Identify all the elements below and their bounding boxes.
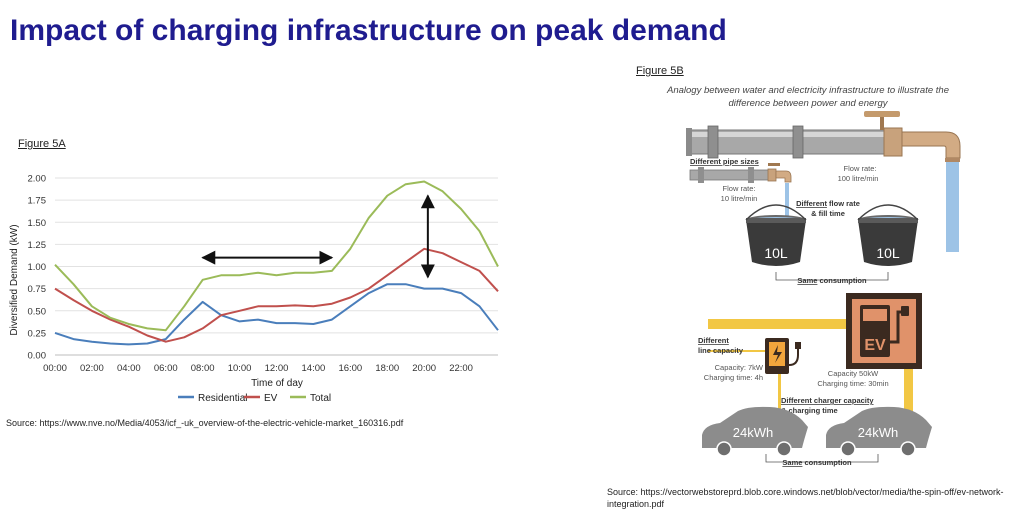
flow-rate-small-line1: Flow rate: [723,184,756,193]
same-consumption-2: Same consumption [782,458,852,467]
capacity-big-line2: Charging time: 30min [817,379,888,388]
y-axis-label: Diversified Demand (kW) [9,224,20,335]
flow-rate-big-line1: Flow rate: [844,164,877,173]
x-tick-label: 14:00 [302,363,326,374]
y-tick-labels: 0.00 0.25 0.50 0.75 1.00 1.25 1.50 1.75 2.00 [28,174,47,362]
ev-sign-label: EV [864,337,886,354]
big-water-stream [946,162,959,252]
series-lines [54,180,499,346]
series-line-total [54,180,499,332]
y-tick-label: 2.00 [28,174,47,185]
bucket-big-icon [857,204,919,266]
fill-time-label: & fill time [811,209,845,218]
same-consumption-1: Same consumption [797,276,867,285]
x-tick-label: 04:00 [117,363,141,374]
big-tap-icon [864,111,961,162]
figure-5b-label: Figure 5B [636,65,684,77]
small-power-line [708,350,768,352]
chart-gridlines [55,177,498,356]
x-tick-label: 02:00 [80,363,104,374]
y-tick-label: 1.75 [28,196,47,207]
demand-line-chart: 0.00 0.25 0.50 0.75 1.00 1.25 1.50 1.75 2.00 00:… [9,174,499,404]
figure-5b-caption-line1: Analogy between water and electricity in… [666,85,949,96]
capacity-big-line1: Capacity 50kW [828,369,879,378]
series-line-residential [54,283,499,346]
figure-5b-source-line1: Source: https://vectorwebstoreprd.blob.c… [607,487,1004,497]
same-1-rest: consumption [817,276,867,285]
x-axis-label: Time of day [251,378,303,389]
chart-legend: Residential EV Total [178,393,331,404]
y-tick-label: 1.50 [28,218,47,229]
flow-fill-bold: Different [796,199,827,208]
x-tick-labels: 00:00 02:00 04:00 06:00 08:00 10:00 12:00 14:00… [43,363,473,374]
y-tick-label: 0.75 [28,284,47,295]
y-tick-label: 1.25 [28,240,47,251]
x-tick-label: 20:00 [412,363,436,374]
flow-fill-rest: flow rate [827,199,860,208]
y-tick-label: 0.00 [28,351,47,362]
figure-5b-caption-line2: difference between power and energy [729,98,889,109]
ev-charger-small-icon [765,338,801,374]
same-2-rest: consumption [802,458,852,467]
x-tick-label: 00:00 [43,363,67,374]
series-line-ev [54,247,499,343]
line-capacity-line1: Different [698,336,729,345]
bucket-small-icon [745,204,807,266]
legend-label-ev: EV [264,393,278,404]
x-tick-label: 22:00 [449,363,473,374]
small-pipe-icon [689,167,771,183]
capacity-small-line2: Charging time: 4h [704,373,763,382]
capacity-small-line1: Capacity: 7kW [715,363,764,372]
x-tick-label: 08:00 [191,363,215,374]
big-pipe-icon [686,125,889,159]
charger-capacity-line2: & charging time [781,406,838,415]
x-tick-label: 18:00 [375,363,399,374]
line-capacity-line2: line capacity [698,346,744,355]
different-flow-rate-label: Different flow rate [796,199,860,208]
water-electricity-infographic: Analogy between water and electricity in… [666,85,961,467]
car-left-icon [702,406,808,457]
small-tap-icon [767,163,792,183]
flow-rate-small-line2: 10 litre/min [721,194,758,203]
different-pipe-sizes-label: Different pipe sizes [690,157,759,166]
flow-rate-big-line2: 100 litre/min [838,174,879,183]
y-tick-label: 0.25 [28,328,47,339]
consumption-arrow-2 [765,454,879,463]
figure-5b-source-line2: integration.pdf [607,499,665,509]
bucket-small-label: 10L [764,245,788,261]
y-tick-label: 1.00 [28,262,47,273]
car-right-label: 24kWh [858,425,898,440]
page-title: Impact of charging infrastructure on pea… [10,14,727,47]
consumption-arrow-1 [775,272,889,281]
ev-charger-big-icon [846,293,922,369]
annotation-arrows [201,194,435,279]
same-1-bold: Same [797,276,817,285]
legend-label-residential: Residential [198,393,247,404]
x-tick-label: 12:00 [265,363,289,374]
x-tick-label: 06:00 [154,363,178,374]
car-right-icon [826,406,932,457]
bucket-big-label: 10L [876,245,900,261]
figure-5a-label: Figure 5A [18,138,66,150]
x-tick-label: 16:00 [338,363,362,374]
x-tick-label: 10:00 [228,363,252,374]
charger-capacity-line1: Different charger capacity [781,396,874,405]
big-power-line [708,319,848,329]
same-2-bold: Same [782,458,802,467]
legend-label-total: Total [310,393,331,404]
figure-5a-source: Source: https://www.nve.no/Media/4053/ic… [6,418,404,428]
big-line-to-car [904,368,913,416]
small-line-to-car [778,370,781,415]
y-tick-label: 0.50 [28,306,47,317]
car-left-label: 24kWh [733,425,773,440]
